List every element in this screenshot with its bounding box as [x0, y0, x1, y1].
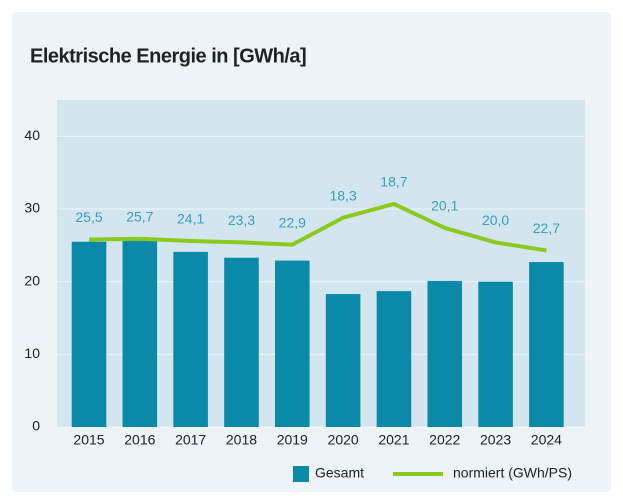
x-tick-label: 2016 — [124, 432, 155, 448]
value-label: 18,3 — [329, 187, 356, 203]
chart-title: Elektrische Energie in [GWh/a] — [30, 45, 306, 67]
y-tick-label: 0 — [32, 418, 40, 434]
x-tick-label: 2019 — [277, 432, 308, 448]
bar — [224, 257, 259, 427]
x-tick-label: 2022 — [429, 432, 460, 448]
x-tick-label: 2017 — [175, 432, 206, 448]
y-tick-label: 40 — [24, 127, 40, 143]
bar — [71, 241, 107, 427]
value-label: 20,1 — [431, 198, 458, 214]
x-tick-label: 2020 — [328, 432, 359, 448]
bar — [173, 251, 208, 427]
x-tick-label: 2018 — [226, 432, 257, 448]
bar — [376, 291, 412, 427]
value-label: 24,1 — [177, 211, 204, 227]
bar — [122, 240, 158, 427]
value-label: 18,7 — [380, 174, 407, 190]
legend-label: normiert (GWh/PS) — [453, 465, 572, 481]
value-label: 22,9 — [279, 214, 306, 230]
value-label: 25,7 — [126, 208, 153, 224]
x-tick-label: 2021 — [378, 432, 409, 448]
x-tick-label: 2023 — [480, 432, 511, 448]
x-tick-label: 2015 — [73, 432, 104, 448]
y-tick-label: 30 — [24, 200, 40, 216]
legend-swatch — [293, 466, 309, 482]
bar — [275, 260, 310, 427]
value-label: 22,7 — [533, 220, 560, 236]
x-tick-label: 2024 — [531, 432, 562, 448]
line — [88, 201, 547, 253]
value-label: 23,3 — [228, 212, 255, 228]
bar — [529, 262, 564, 427]
legend-label: Gesamt — [315, 465, 364, 481]
value-label: 25,5 — [75, 209, 102, 225]
y-tick-label: 10 — [24, 345, 40, 361]
bar — [325, 294, 361, 427]
value-label: 20,0 — [482, 212, 509, 228]
y-tick-label: 20 — [24, 272, 40, 288]
bar — [427, 280, 463, 427]
bar — [478, 281, 513, 427]
